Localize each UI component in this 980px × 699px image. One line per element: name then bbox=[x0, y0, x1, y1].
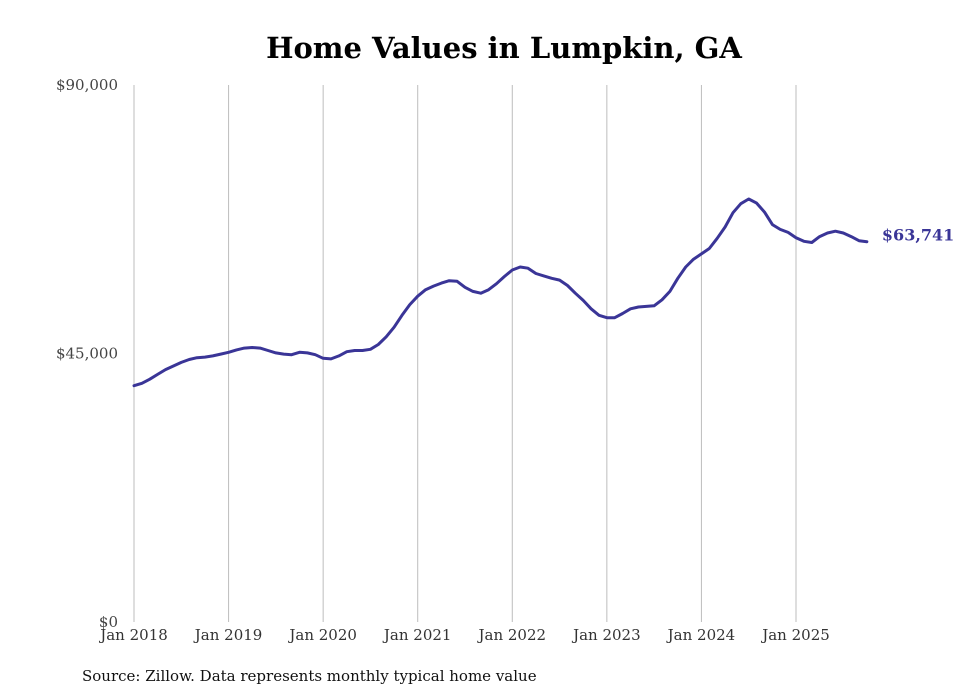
x-axis-ticks: Jan 2018 Jan 2019 Jan 2020 Jan 2021 Jan 2022… bbox=[98, 626, 830, 644]
y-tick-label: $90,000 bbox=[56, 76, 118, 94]
source-note: Source: Zillow. Data represents monthly … bbox=[82, 667, 537, 685]
end-value-label: $63,741 bbox=[882, 226, 954, 245]
x-tick-label: Jan 2019 bbox=[193, 626, 263, 644]
y-tick-label: $45,000 bbox=[56, 345, 118, 363]
chart-title: Home Values in Lumpkin, GA bbox=[266, 31, 742, 65]
x-tick-label: Jan 2025 bbox=[760, 626, 830, 644]
x-tick-label: Jan 2024 bbox=[666, 626, 736, 644]
x-tick-label: Jan 2022 bbox=[477, 626, 547, 644]
series-line bbox=[132, 197, 869, 388]
x-tick-label: Jan 2018 bbox=[98, 626, 168, 644]
gridlines bbox=[133, 85, 797, 622]
y-axis-ticks: $0 $45,000 $90,000 bbox=[56, 76, 118, 631]
x-tick-label: Jan 2023 bbox=[571, 626, 641, 644]
x-tick-label: Jan 2020 bbox=[287, 626, 357, 644]
x-tick-label: Jan 2021 bbox=[382, 626, 452, 644]
y-tick-label: $0 bbox=[99, 613, 118, 631]
